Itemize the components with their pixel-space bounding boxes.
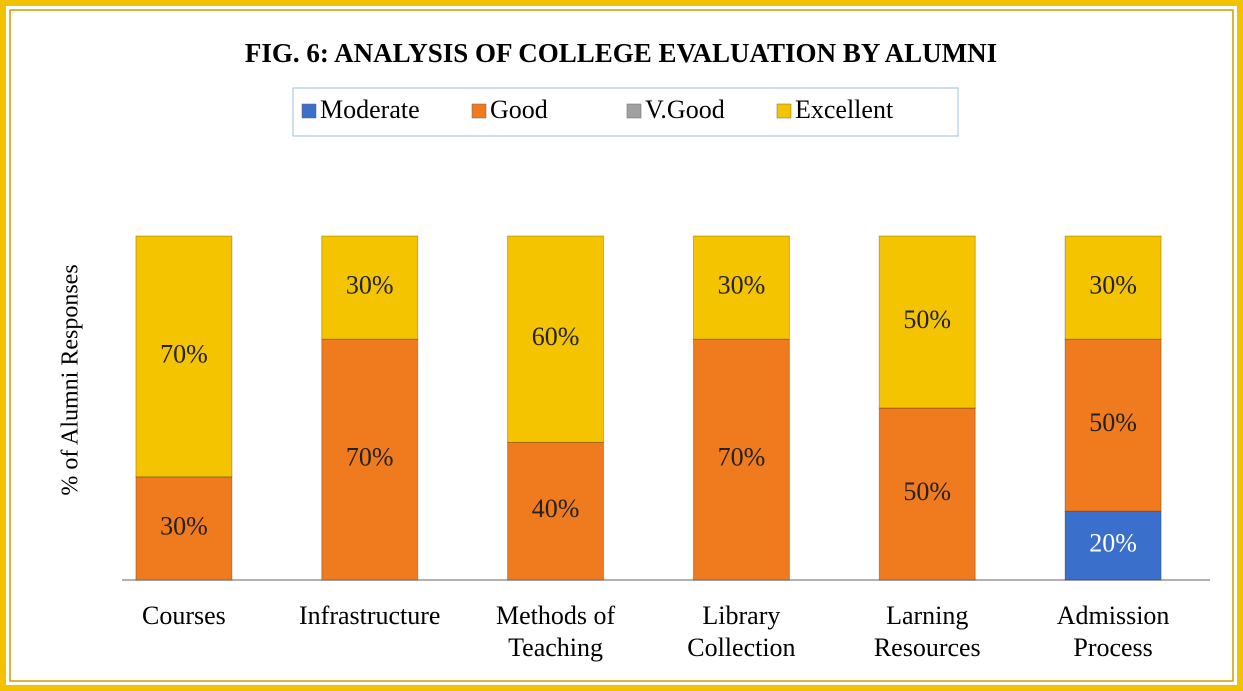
bar-segment: [507, 235, 605, 443]
bar-segment: [321, 235, 419, 340]
data-label: 30%: [718, 271, 766, 300]
bar-segment: [878, 235, 976, 409]
x-tick-label: Admission Process: [1056, 601, 1170, 662]
data-label: 50%: [903, 305, 951, 334]
legend-label: Good: [490, 95, 548, 124]
y-axis-label: % of Alumni Responses: [58, 264, 84, 495]
legend-label: Excellent: [795, 95, 894, 124]
data-label: 40%: [532, 494, 580, 523]
x-tick-label: Library Collection: [687, 601, 796, 662]
bar-segment: [135, 235, 233, 478]
data-label: 30%: [160, 511, 208, 540]
bar-segment: [507, 441, 605, 581]
legend-swatch: [471, 103, 487, 119]
data-label: 70%: [346, 443, 394, 472]
chart-title: FIG. 6: ANALYSIS OF COLLEGE EVALUATION B…: [245, 38, 997, 68]
data-label: 50%: [1089, 408, 1137, 437]
data-label: 30%: [1089, 271, 1137, 300]
data-label: 70%: [718, 443, 766, 472]
data-label: 60%: [532, 322, 580, 351]
data-label: 70%: [160, 339, 208, 368]
bar-segment: [1064, 510, 1162, 581]
legend-label: V.Good: [645, 95, 725, 124]
data-label: 50%: [903, 477, 951, 506]
legend-label: Moderate: [320, 95, 420, 124]
frame-inner: [9, 9, 1234, 682]
legend-swatch: [301, 103, 317, 119]
data-label: 20%: [1089, 529, 1137, 558]
legend-swatch: [776, 103, 792, 119]
legend-box: [292, 87, 959, 137]
bar-segment: [135, 476, 233, 581]
x-tick-label: Infrastructure: [299, 601, 441, 630]
legend-swatch: [626, 103, 642, 119]
x-tick-label: Larning Resources: [873, 601, 981, 662]
bar-segment: [1064, 235, 1162, 340]
x-tick-label: Courses: [142, 601, 226, 630]
bar-segment: [321, 338, 419, 581]
bar-segment: [878, 407, 976, 581]
bar-segment: [1064, 338, 1162, 512]
bar-segment: [692, 235, 790, 340]
data-label: 30%: [346, 271, 394, 300]
x-tick-label: Methods of Teaching: [495, 601, 616, 662]
